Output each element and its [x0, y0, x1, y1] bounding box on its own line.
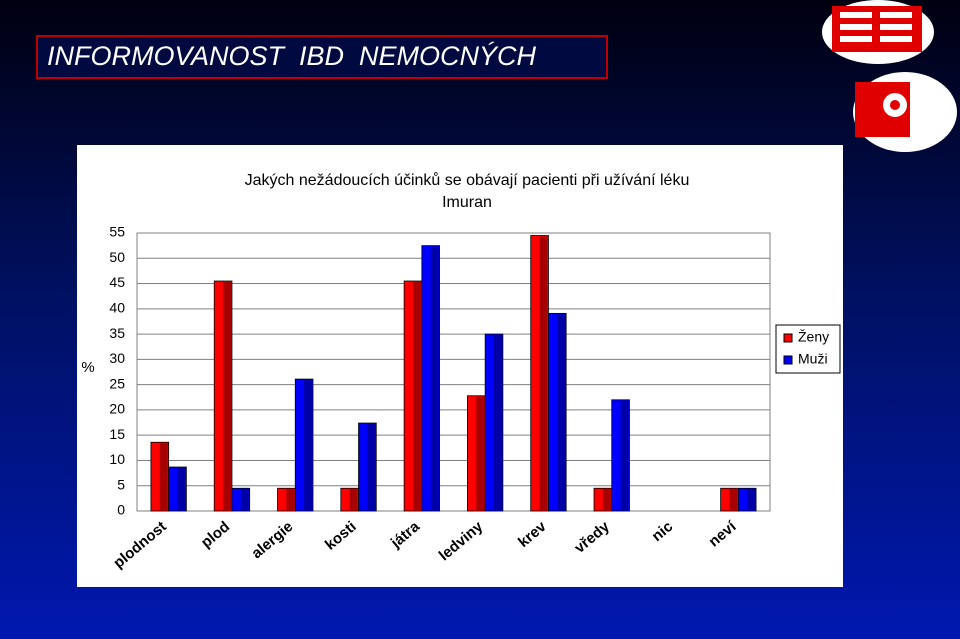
y-tick-label: 10 [109, 451, 125, 467]
y-tick-label: 0 [117, 502, 125, 518]
chart-title: Imuran [442, 194, 492, 211]
bar-shade [602, 489, 611, 510]
y-tick-label: 30 [109, 350, 125, 366]
bar [294, 378, 314, 512]
bar-shade [430, 246, 439, 511]
bar [358, 422, 377, 512]
y-tick-label: 45 [109, 274, 125, 290]
bar [484, 333, 504, 512]
legend-label: Muži [798, 351, 828, 367]
y-tick-label: 55 [109, 224, 125, 240]
bar [611, 399, 630, 512]
y-tick-label: 15 [109, 426, 125, 442]
bar [421, 245, 440, 512]
y-tick-label: 25 [109, 375, 125, 391]
bar-shade [557, 314, 566, 510]
bar [231, 487, 251, 512]
legend-swatch [783, 355, 793, 365]
y-axis-label: % [81, 359, 94, 376]
chart-title: Jakých nežádoucích účinků se obávají pac… [245, 171, 690, 189]
bar-shade [223, 282, 231, 510]
slide-title: INFORMOVANOST IBD NEMOCNÝCH [47, 41, 537, 71]
bar-shade [286, 489, 295, 510]
bar-shade [304, 380, 312, 510]
title-box [36, 35, 608, 79]
bar [548, 312, 567, 512]
y-tick-label: 35 [109, 325, 125, 341]
y-tick-label: 20 [109, 401, 125, 417]
legend-box [775, 324, 841, 374]
bar [168, 466, 187, 512]
bar-shade [494, 335, 502, 510]
bar-shade [539, 236, 548, 510]
legend-swatch [783, 333, 793, 343]
bar-shade [729, 489, 738, 510]
y-tick-label: 40 [109, 300, 125, 316]
bar [737, 487, 757, 512]
bar-shade [620, 400, 629, 510]
bar-shade [367, 424, 376, 510]
y-tick-label: 50 [109, 249, 125, 265]
bar-shade [159, 443, 168, 510]
plot-area [136, 232, 771, 512]
bar-shade [349, 489, 358, 510]
bar-shade [177, 468, 186, 510]
bar-shade [476, 396, 485, 510]
bar-shade [747, 489, 756, 510]
bar-shade [412, 282, 421, 510]
bar-shade [240, 489, 249, 510]
y-tick-label: 5 [117, 476, 125, 492]
logo [822, 0, 957, 152]
legend-label: Ženy [798, 329, 829, 345]
bar [213, 280, 233, 512]
